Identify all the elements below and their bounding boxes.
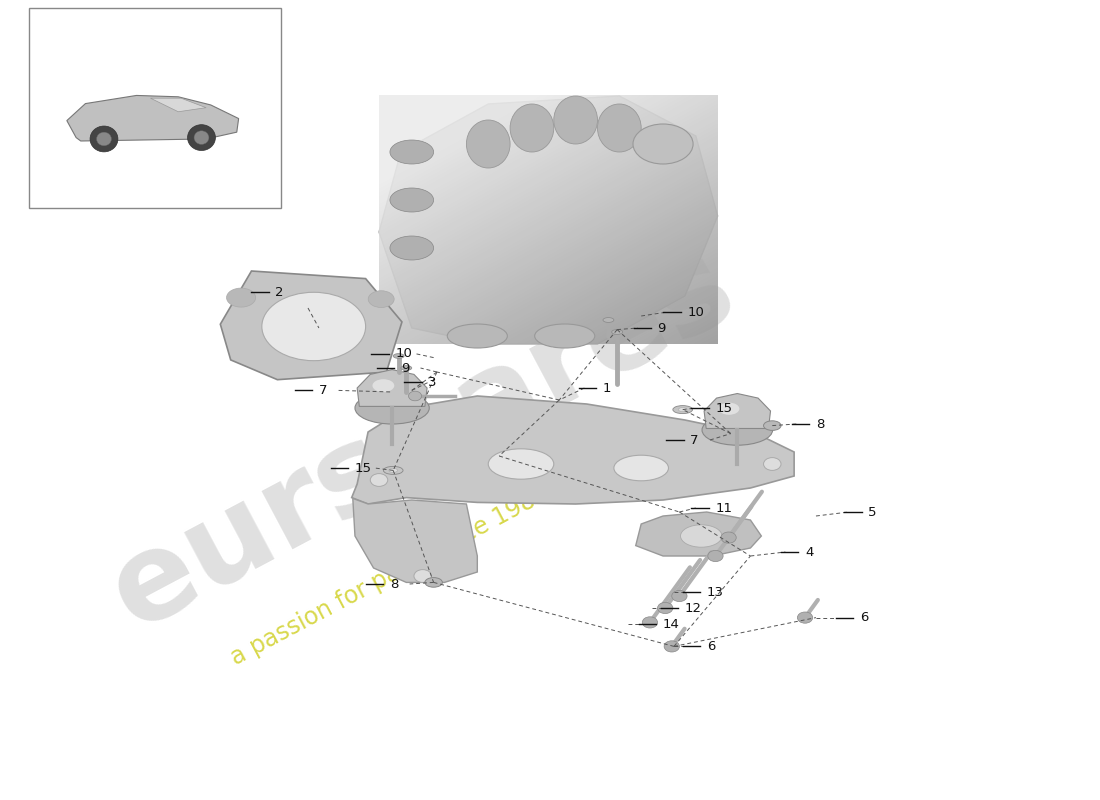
Ellipse shape [188,125,216,150]
Polygon shape [353,498,477,582]
Ellipse shape [393,354,404,358]
Polygon shape [704,394,770,429]
Ellipse shape [425,578,442,587]
Polygon shape [358,370,427,406]
Text: 9: 9 [658,322,666,334]
Text: 8: 8 [816,418,824,430]
Ellipse shape [400,366,411,370]
Text: 7: 7 [691,434,698,446]
Circle shape [371,474,387,486]
Text: 10: 10 [688,306,704,318]
Text: 7: 7 [319,384,328,397]
Circle shape [763,458,781,470]
Text: 1: 1 [603,382,612,394]
Ellipse shape [603,318,614,322]
Ellipse shape [632,124,693,164]
Ellipse shape [673,406,693,414]
Ellipse shape [388,469,397,472]
Text: 12: 12 [685,602,702,614]
Ellipse shape [612,330,623,334]
Text: 10: 10 [395,347,412,360]
Text: 15: 15 [355,462,372,474]
Polygon shape [220,271,402,380]
Ellipse shape [466,120,510,168]
Ellipse shape [355,392,429,424]
Polygon shape [636,512,761,556]
Ellipse shape [681,525,722,547]
Ellipse shape [488,449,553,479]
Circle shape [798,612,813,623]
Circle shape [414,570,431,582]
Ellipse shape [368,290,394,307]
Ellipse shape [262,292,365,361]
Text: 13: 13 [706,586,724,598]
Polygon shape [379,96,717,344]
Ellipse shape [389,140,433,164]
Ellipse shape [389,236,433,260]
Polygon shape [151,98,206,112]
Ellipse shape [97,132,111,146]
Ellipse shape [448,324,507,348]
Ellipse shape [614,455,669,481]
Ellipse shape [679,408,688,411]
Text: 8: 8 [389,578,398,590]
Circle shape [707,550,723,562]
Text: 3: 3 [428,376,437,389]
Text: a passion for parts since 1985: a passion for parts since 1985 [227,482,553,670]
Ellipse shape [510,104,553,152]
Text: eurspares: eurspares [91,226,755,654]
Ellipse shape [763,421,781,430]
Polygon shape [352,396,794,504]
Text: 6: 6 [860,611,868,624]
Polygon shape [67,95,239,141]
Ellipse shape [718,402,739,414]
Text: 6: 6 [706,640,715,653]
Ellipse shape [194,131,209,144]
Ellipse shape [702,414,772,445]
Ellipse shape [535,324,595,348]
Circle shape [408,391,421,401]
Circle shape [720,532,736,543]
Ellipse shape [384,466,403,474]
Text: 4: 4 [805,546,813,558]
Ellipse shape [597,104,641,152]
Circle shape [672,590,688,602]
Circle shape [664,641,680,652]
Text: 9: 9 [400,362,409,374]
Text: 2: 2 [275,286,284,298]
Ellipse shape [389,188,433,212]
Circle shape [642,617,658,628]
Bar [30,8,280,208]
Text: 5: 5 [868,506,877,518]
Text: 15: 15 [715,402,733,414]
Circle shape [658,602,673,614]
Text: 14: 14 [663,618,680,630]
Text: 11: 11 [715,502,733,514]
Ellipse shape [373,379,394,392]
Ellipse shape [553,96,597,144]
Ellipse shape [227,288,255,307]
Ellipse shape [90,126,118,152]
